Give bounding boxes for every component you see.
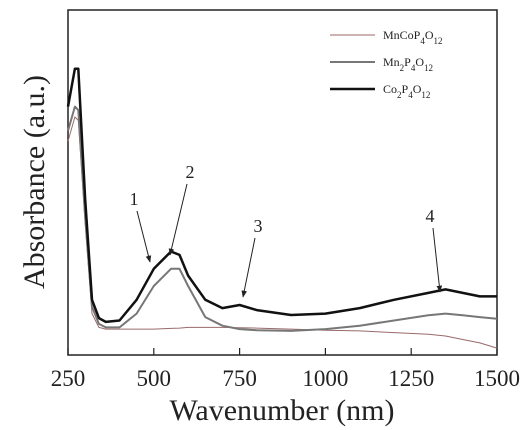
x-tick-label: 1500 — [474, 366, 520, 391]
annotation: 4 — [426, 206, 435, 226]
x-tick-label: 750 — [222, 366, 257, 391]
legend-label: Co2P4O12 — [383, 82, 430, 100]
chart: Wavenumber (nm) Absorbance (a.u.) 250 500… — [0, 0, 523, 430]
annotation: 1 — [130, 189, 139, 209]
annotation: 3 — [254, 216, 263, 236]
annotation-arrow — [137, 211, 150, 262]
annotation-arrow — [170, 184, 187, 255]
legend-label: Mn2P4O12 — [383, 55, 433, 73]
annotation-arrow — [243, 238, 255, 297]
annotation-arrow — [433, 228, 440, 292]
x-tick-label: 250 — [51, 366, 86, 391]
x-axis-title: Wavenumber (nm) — [170, 394, 395, 427]
x-tick-label: 1250 — [388, 366, 434, 391]
legend-label: MnCoP4O12 — [383, 28, 443, 46]
x-tick-label: 1000 — [302, 366, 348, 391]
y-axis-title: Absorbance (a.u.) — [18, 75, 51, 289]
annotation: 2 — [186, 162, 195, 182]
x-tick-label: 500 — [137, 366, 172, 391]
